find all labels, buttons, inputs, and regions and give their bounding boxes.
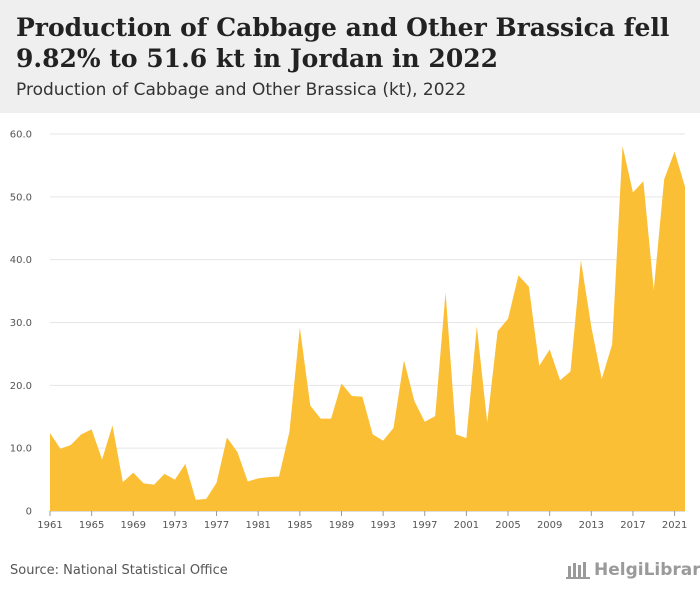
y-tick-label: 0 (26, 507, 32, 518)
data-point (412, 399, 417, 404)
library-icon (566, 562, 590, 579)
data-point (183, 461, 188, 466)
data-point (558, 378, 563, 383)
data-point (464, 436, 469, 441)
data-point (141, 481, 146, 486)
data-point (339, 381, 344, 386)
y-tick-label: 60.0 (10, 130, 32, 141)
source-note: Source: National Statistical Office (10, 563, 228, 578)
data-point (620, 143, 625, 148)
data-point (401, 358, 406, 363)
data-point (568, 369, 573, 374)
data-point (204, 497, 209, 502)
data-point (547, 347, 552, 352)
data-point (58, 446, 63, 451)
data-point (381, 438, 386, 443)
data-point (683, 184, 688, 189)
data-point (245, 479, 250, 484)
data-point (506, 316, 511, 321)
y-tick-label: 30.0 (10, 318, 32, 329)
data-point (256, 476, 261, 481)
data-point (599, 377, 604, 382)
data-point (287, 429, 292, 434)
data-point (152, 482, 157, 487)
data-point (370, 432, 375, 437)
data-point (391, 426, 396, 431)
data-point (329, 416, 334, 421)
x-tick-label: 1973 (162, 520, 187, 531)
x-tick-label: 2013 (579, 520, 604, 531)
x-tick-label: 2009 (537, 520, 562, 531)
data-point (662, 177, 667, 182)
data-point (453, 432, 458, 437)
x-tick-label: 2017 (620, 520, 645, 531)
data-point (537, 363, 542, 368)
x-tick-label: 1989 (329, 520, 354, 531)
data-point (100, 457, 105, 462)
data-point (433, 414, 438, 419)
y-axis-ticks: 0 10.0 20.0 30.0 40.0 50.0 60.0 (10, 130, 32, 518)
data-point (89, 427, 94, 432)
data-point (641, 179, 646, 184)
x-tick-label: 2001 (454, 520, 479, 531)
data-point (526, 284, 531, 289)
data-point (495, 329, 500, 334)
data-point (266, 475, 271, 480)
x-tick-label: 1997 (412, 520, 437, 531)
logo-text: HelgiLibrary (594, 560, 700, 580)
data-point (68, 443, 73, 448)
data-point (193, 497, 198, 502)
x-axis-ticks: 1961 1965 1969 1973 1977 1981 1985 1989 1993 1997… (37, 511, 687, 531)
area-fill (50, 145, 685, 511)
x-tick-label: 2005 (495, 520, 520, 531)
data-point (516, 273, 521, 278)
y-tick-label: 50.0 (10, 192, 32, 203)
y-tick-label: 20.0 (10, 381, 32, 392)
helgi-library-logo[interactable]: HelgiLibrary (566, 560, 700, 580)
data-point (131, 470, 136, 475)
x-tick-label: 1961 (37, 520, 62, 531)
data-point (578, 258, 583, 263)
data-point (610, 342, 615, 347)
header-band (0, 0, 700, 113)
chart-subtitle: Production of Cabbage and Other Brassica… (16, 80, 467, 100)
data-point (422, 419, 427, 424)
area-chart: 010.020.030.040.050.060.0 1961 1965 1969 19… (10, 130, 688, 532)
data-point (589, 324, 594, 329)
data-point (630, 190, 635, 195)
data-point (120, 480, 125, 485)
data-point (224, 435, 229, 440)
data-point (474, 324, 479, 329)
data-point (79, 432, 84, 437)
x-tick-label: 1977 (204, 520, 229, 531)
data-point (277, 474, 282, 479)
x-tick-label: 1969 (121, 520, 146, 531)
data-point (443, 290, 448, 295)
data-point (485, 420, 490, 425)
x-tick-label: 1981 (245, 520, 270, 531)
data-point (297, 325, 302, 330)
data-point (672, 149, 677, 154)
data-point (360, 394, 365, 399)
chart-title: Production of Cabbage and Other Brassica… (16, 13, 670, 73)
y-tick-label: 10.0 (10, 444, 32, 455)
data-point (48, 431, 53, 436)
data-point (162, 471, 167, 476)
data-point (214, 480, 219, 485)
data-point (651, 287, 656, 292)
x-tick-label: 1985 (287, 520, 312, 531)
data-point (172, 477, 177, 482)
data-point (349, 394, 354, 399)
data-point (110, 423, 115, 428)
data-point (235, 449, 240, 454)
data-point (318, 416, 323, 421)
x-tick-label: 2021 (662, 520, 687, 531)
data-point (308, 403, 313, 408)
y-tick-label: 40.0 (10, 255, 32, 266)
x-tick-label: 1965 (79, 520, 104, 531)
x-tick-label: 1993 (370, 520, 395, 531)
area-series (48, 143, 688, 511)
